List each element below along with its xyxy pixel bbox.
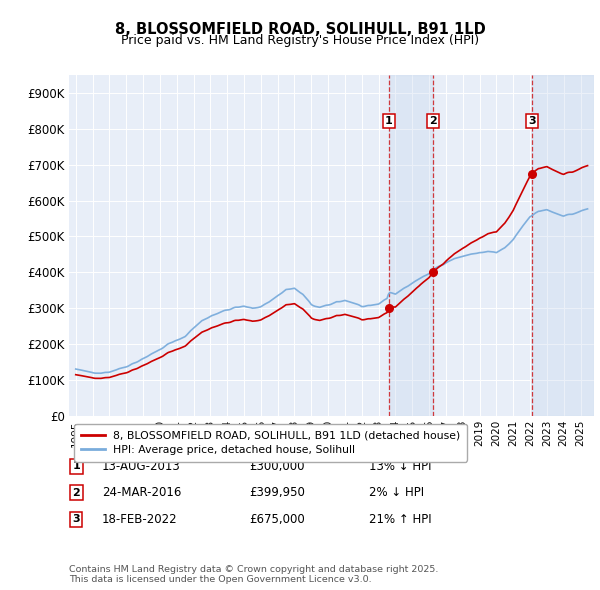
Legend: 8, BLOSSOMFIELD ROAD, SOLIHULL, B91 1LD (detached house), HPI: Average price, de: 8, BLOSSOMFIELD ROAD, SOLIHULL, B91 1LD …	[74, 424, 467, 461]
Text: 1: 1	[385, 116, 393, 126]
Bar	[532, 75, 594, 416]
Text: £399,950: £399,950	[249, 486, 305, 499]
Text: 13% ↓ HPI: 13% ↓ HPI	[369, 460, 431, 473]
Text: 3: 3	[528, 116, 536, 126]
Text: 8, BLOSSOMFIELD ROAD, SOLIHULL, B91 1LD: 8, BLOSSOMFIELD ROAD, SOLIHULL, B91 1LD	[115, 22, 485, 37]
Text: £675,000: £675,000	[249, 513, 305, 526]
Text: 2: 2	[73, 488, 80, 497]
Text: 2% ↓ HPI: 2% ↓ HPI	[369, 486, 424, 499]
Text: 13-AUG-2013: 13-AUG-2013	[102, 460, 181, 473]
Text: 3: 3	[73, 514, 80, 524]
Text: Price paid vs. HM Land Registry's House Price Index (HPI): Price paid vs. HM Land Registry's House …	[121, 34, 479, 47]
Text: 2: 2	[429, 116, 437, 126]
Text: 24-MAR-2016: 24-MAR-2016	[102, 486, 181, 499]
Text: £300,000: £300,000	[249, 460, 305, 473]
Text: 1: 1	[73, 461, 80, 471]
Bar	[389, 75, 433, 416]
Text: Contains HM Land Registry data © Crown copyright and database right 2025.
This d: Contains HM Land Registry data © Crown c…	[69, 565, 439, 584]
Text: 21% ↑ HPI: 21% ↑ HPI	[369, 513, 431, 526]
Text: 18-FEB-2022: 18-FEB-2022	[102, 513, 178, 526]
